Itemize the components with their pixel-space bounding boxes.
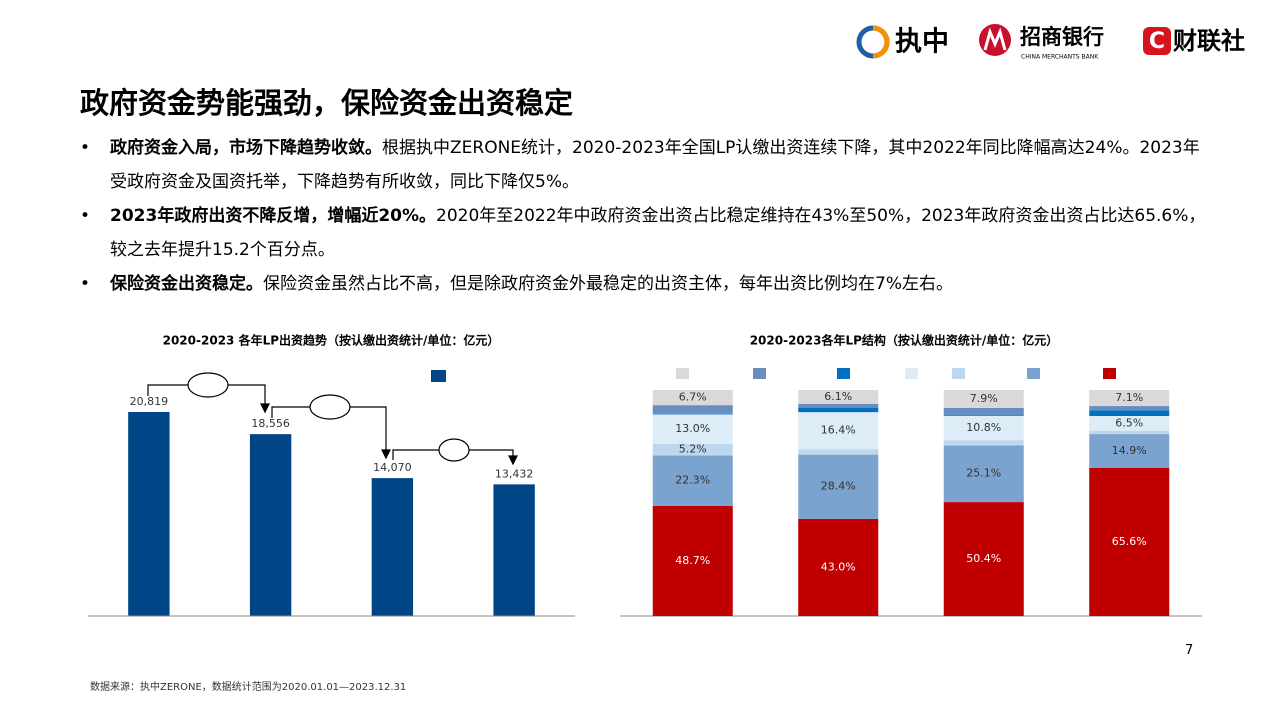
logo-text: 财联社 <box>1173 27 1245 55</box>
arrowhead <box>381 449 391 460</box>
bar-segment <box>1089 390 1170 407</box>
value-label: 48.7% <box>675 554 710 567</box>
logo-text: 招商银行 <box>1020 25 1104 49</box>
legend-swatch <box>1103 368 1116 379</box>
chart-title: 2020-2023各年LP结构（按认缴出资统计/单位：亿元） <box>750 333 1059 348</box>
bar-segment <box>1089 406 1170 411</box>
logo-text: CHINA MERCHANTS BANK <box>1021 54 1099 61</box>
value-label: 22.3% <box>675 474 710 487</box>
value-label: 7.1% <box>1115 391 1143 404</box>
bar-segment <box>1089 430 1170 435</box>
value-label: 7.9% <box>970 392 998 405</box>
bar <box>128 411 170 616</box>
bar-segment <box>943 440 1024 446</box>
value-label: 13,432 <box>495 467 534 480</box>
bar-segment <box>943 415 1024 441</box>
value-label: 65.6% <box>1112 535 1147 548</box>
bullet-list: 政府资金入局，市场下降趋势收敛。根据执中ZERONE统计，2020-2023年全… <box>80 131 1210 301</box>
bar-segment <box>652 455 733 506</box>
value-label: 14.9% <box>1112 444 1147 457</box>
value-label: 16.4% <box>821 424 856 437</box>
change-annotations <box>147 372 518 466</box>
value-label: 50.4% <box>966 552 1001 565</box>
legend-swatch <box>837 368 850 379</box>
bar-segment <box>652 505 733 616</box>
bar-segment <box>1089 410 1170 416</box>
value-label: 28.4% <box>821 480 856 493</box>
bar-segment <box>652 390 733 406</box>
source-note: 数据来源：执中ZERONE，数据统计范围为2020.01.01—2023.12.… <box>90 682 407 693</box>
bar-segment <box>798 518 879 616</box>
legend-swatch <box>753 368 766 379</box>
logo-text: 执中 <box>895 27 949 58</box>
bar <box>371 478 414 616</box>
bullet: 政府资金入局，市场下降趋势收敛。根据执中ZERONE统计，2020-2023年全… <box>80 131 1210 199</box>
bar <box>493 484 535 616</box>
value-label: 6.5% <box>1115 416 1143 429</box>
value-label: 13.0% <box>675 422 710 435</box>
bar-segment <box>1089 434 1170 468</box>
bar-segment <box>943 502 1024 616</box>
bar-segment <box>652 443 733 456</box>
annotation-ellipse <box>187 372 229 398</box>
bullet-text: 2020年至2022年中政府资金出资占比稳定维持在43%至50%，2023年政府… <box>110 206 1206 260</box>
bar-segment <box>943 414 1024 416</box>
slide-title: 政府资金势能强劲，保险资金出资稳定 <box>80 86 574 120</box>
logo-icon <box>1143 27 1171 55</box>
chart-title: 2020-2023 各年LP出资趋势（按认缴出资统计/单位：亿元） <box>163 333 500 348</box>
bar-segment <box>943 445 1024 503</box>
bar-segment <box>652 414 733 444</box>
bar-segment <box>798 449 879 455</box>
value-label: 6.1% <box>824 390 852 403</box>
logo-icon <box>872 25 890 59</box>
logo-text: C <box>1149 29 1165 54</box>
bullet-text: 保险资金虽然占比不高，但是除政府资金外最稳定的出资主体，每年出资比例均在7%左右… <box>263 274 953 294</box>
value-label: 25.1% <box>966 467 1001 480</box>
bullet-lead: 政府资金入局，市场下降趋势收敛。 <box>110 138 382 158</box>
logo-icon <box>983 27 1007 51</box>
bullet-text: 根据执中ZERONE统计，2020-2023年全国LP认缴出资连续下降，其中20… <box>110 138 1200 192</box>
bar-segment <box>652 405 733 414</box>
bar-segment <box>1089 415 1170 431</box>
bar-segment <box>798 403 879 408</box>
value-label: 43.0% <box>821 560 856 573</box>
legend-swatch <box>1027 368 1040 379</box>
bar-segment <box>798 390 879 404</box>
bar-segment <box>798 454 879 519</box>
value-label: 20,819 <box>130 395 169 408</box>
bar-segment <box>798 407 879 413</box>
value-label: 18,556 <box>251 417 290 430</box>
logo-icon <box>979 24 1011 56</box>
bar-segment <box>943 390 1024 408</box>
annotation-ellipse <box>438 438 470 462</box>
arrowhead <box>508 455 518 466</box>
value-label: 10.8% <box>966 421 1001 434</box>
annotation-ellipse <box>309 394 351 420</box>
bullet-lead: 2023年政府出资不降反增，增幅近20%。 <box>110 206 437 226</box>
value-label: 5.2% <box>679 443 707 456</box>
legend-swatch <box>676 368 689 379</box>
bar-segment <box>1089 467 1170 616</box>
logos: 执中 招商银行 CHINA MERCHANTS BANK C 财联社 <box>856 24 1245 61</box>
bullet-lead: 保险资金出资稳定。 <box>110 274 263 294</box>
bar-segment <box>652 413 733 415</box>
legend-swatch <box>952 368 965 379</box>
bar-segment <box>943 407 1024 415</box>
value-label: 14,070 <box>373 461 412 474</box>
legend-swatch <box>431 370 446 382</box>
bar-segment <box>798 412 879 450</box>
arrowhead <box>260 403 270 414</box>
page-number: 7 <box>1185 643 1194 658</box>
bar <box>249 434 292 616</box>
value-label: 6.7% <box>679 391 707 404</box>
legend-swatch <box>905 368 918 379</box>
bullet: 保险资金出资稳定。保险资金虽然占比不高，但是除政府资金外最稳定的出资主体，每年出… <box>80 267 1210 301</box>
bullet: 2023年政府出资不降反增，增幅近20%。2020年至2022年中政府资金出资占… <box>80 199 1210 267</box>
